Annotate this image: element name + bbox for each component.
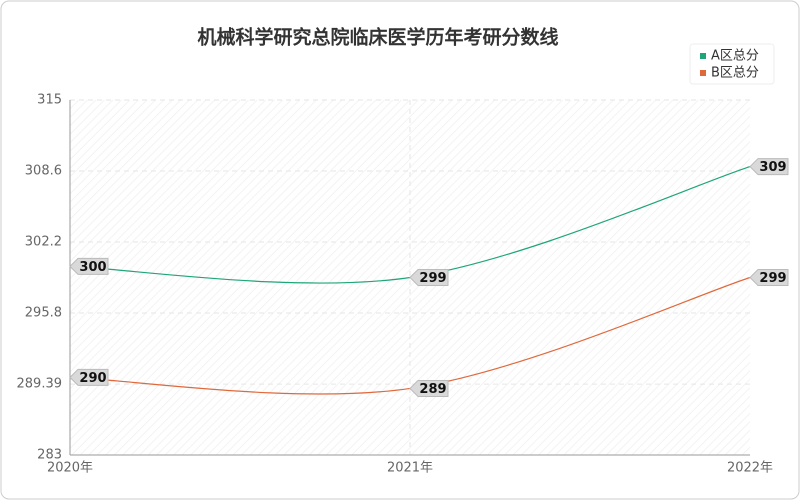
- value-label: 299: [419, 271, 446, 286]
- value-label: 290: [79, 371, 106, 386]
- value-label-box: [69, 368, 109, 386]
- value-label-box: [409, 379, 449, 397]
- y-tick-label: 302.2: [25, 235, 62, 250]
- value-label-box: [409, 269, 449, 286]
- legend-label: B区总分: [711, 66, 759, 81]
- x-tick-label: 2022年: [727, 461, 773, 476]
- legend-swatch: [700, 53, 706, 59]
- y-tick-label: 295.8: [25, 306, 62, 321]
- legend-label: A区总分: [711, 49, 759, 64]
- value-label: 289: [419, 382, 446, 397]
- chart-title: 机械科学研究总院临床医学历年考研分数线: [197, 26, 558, 49]
- y-tick-label: 289.39: [17, 377, 63, 392]
- y-tick-label: 315: [37, 93, 62, 108]
- legend-swatch: [700, 70, 706, 76]
- value-label-box: [749, 269, 789, 286]
- value-label: 309: [759, 160, 786, 175]
- legend-box: [689, 43, 775, 85]
- legend: A区总分 B区总分: [689, 43, 775, 85]
- y-tick-label: 308.6: [25, 164, 62, 179]
- x-tick-label: 2021年: [387, 461, 433, 476]
- value-label: 299: [759, 271, 786, 286]
- x-tick-label: 2020年: [47, 461, 93, 476]
- y-tick-label: 283: [37, 448, 62, 463]
- value-label: 300: [79, 260, 106, 275]
- value-label-box: [749, 158, 789, 176]
- value-label-box: [69, 257, 109, 275]
